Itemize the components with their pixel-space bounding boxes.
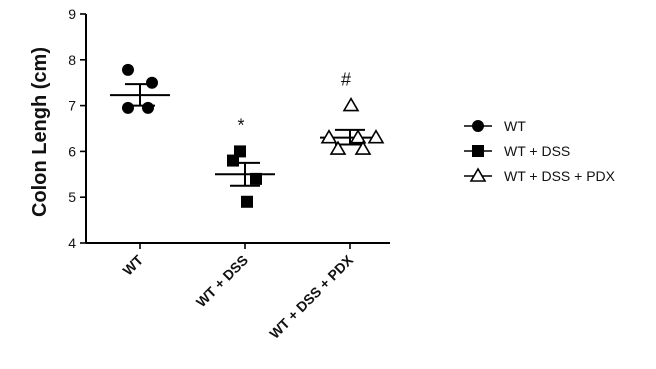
- data-point: [320, 129, 338, 144]
- x-tick-label: WT + DSS + PDX: [266, 251, 356, 341]
- series-2: #: [320, 70, 385, 155]
- legend-item: WT: [464, 118, 526, 134]
- x-tick-label: WT + DSS: [193, 252, 251, 310]
- legend-item: WT + DSS + PDX: [464, 167, 616, 184]
- x-tick-label: WT: [119, 251, 146, 278]
- series-0: [110, 63, 170, 114]
- y-tick-label: 5: [68, 189, 76, 205]
- data-point: [354, 140, 372, 155]
- y-axis-label: Colon Lengh (cm): [29, 47, 51, 217]
- data-point: [367, 129, 385, 144]
- data-point: [349, 129, 367, 144]
- data-point: [227, 154, 239, 167]
- data-point: [146, 76, 158, 89]
- data-point: [250, 172, 262, 185]
- significance-annotation: *: [237, 115, 244, 135]
- y-tick-label: 9: [68, 6, 76, 22]
- data-point: [122, 101, 134, 114]
- data-point: [234, 145, 246, 158]
- series-1: *: [215, 115, 275, 208]
- legend-marker: [472, 145, 484, 157]
- legend-item: WT + DSS: [464, 143, 570, 159]
- data-marks: *#: [110, 63, 385, 208]
- y-tick-label: 7: [68, 98, 76, 114]
- legend-label: WT + DSS: [504, 143, 570, 159]
- data-point: [122, 63, 134, 76]
- y-tick-label: 8: [68, 52, 76, 68]
- legend-marker: [472, 120, 484, 132]
- data-point: [241, 195, 253, 208]
- y-tick-label: 6: [68, 143, 76, 159]
- significance-annotation: #: [341, 70, 351, 90]
- legend-label: WT: [504, 118, 526, 134]
- data-point: [142, 101, 154, 114]
- data-point: [342, 97, 360, 112]
- legend-marker: [469, 167, 487, 182]
- data-point: [329, 140, 347, 155]
- legend: WT WT + DSS WT + DSS + PDX: [464, 118, 616, 184]
- y-tick-label: 4: [68, 235, 76, 251]
- legend-label: WT + DSS + PDX: [504, 168, 616, 184]
